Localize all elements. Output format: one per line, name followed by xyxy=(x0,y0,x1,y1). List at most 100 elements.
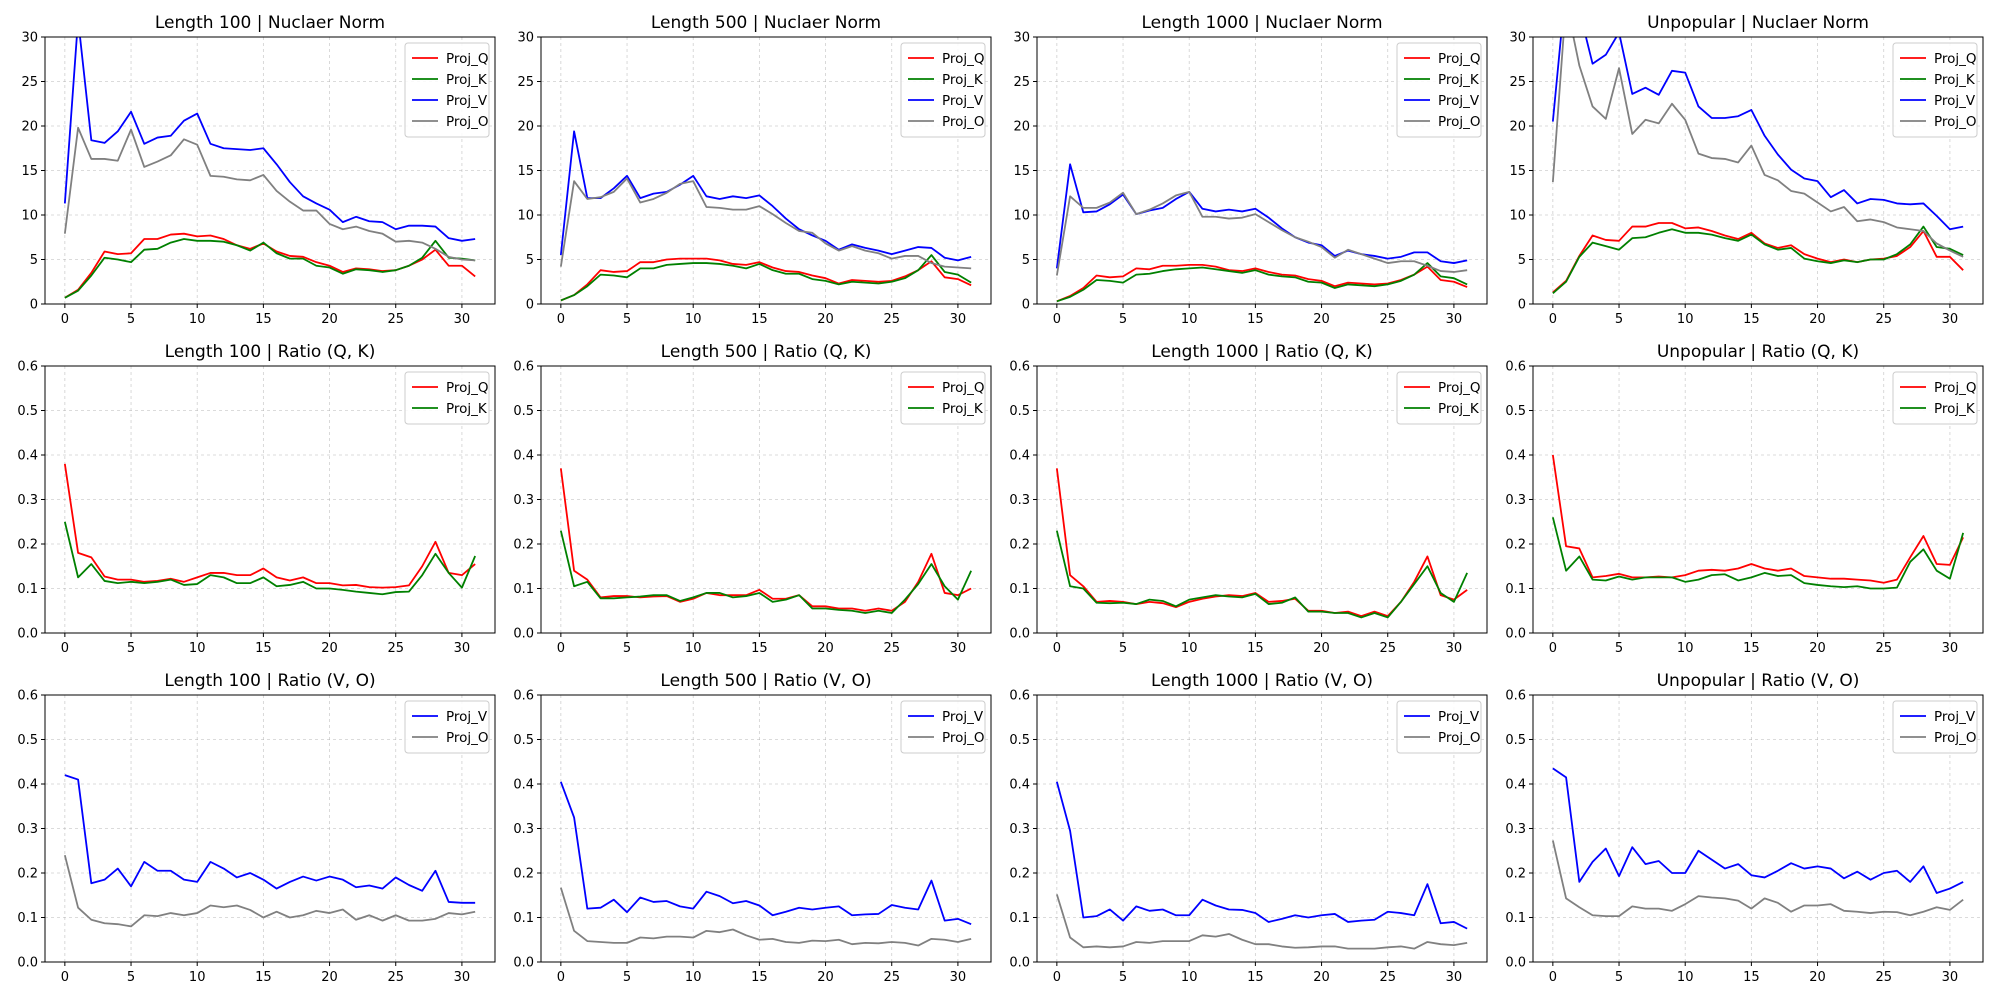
x-tick-label: 15 xyxy=(751,970,768,985)
series-group xyxy=(1055,163,1468,303)
x-tick-label: 15 xyxy=(1247,970,1264,985)
y-tick-label: 0.3 xyxy=(1009,493,1030,508)
legend-label: Proj_Q xyxy=(446,380,489,396)
series-group xyxy=(1055,781,1468,950)
x-tick-label: 5 xyxy=(1119,312,1127,327)
x-tick-label: 30 xyxy=(1446,970,1463,985)
y-tick-label: 25 xyxy=(1509,75,1526,90)
series-line-proj-q xyxy=(1552,222,1964,294)
x-tick-label: 10 xyxy=(189,641,206,656)
x-tick-label: 15 xyxy=(1743,970,1760,985)
subplot-title: Length 1000 | Nuclaer Norm xyxy=(1141,13,1382,33)
y-tick-label: 0.0 xyxy=(17,627,38,642)
subplot-title: Length 500 | Ratio (Q, K) xyxy=(661,342,872,362)
y-tick-label: 15 xyxy=(1013,164,1030,179)
x-tick-label: 15 xyxy=(1743,641,1760,656)
y-tick-label: 0 xyxy=(1022,298,1030,313)
series-group xyxy=(63,774,476,928)
x-tick-label: 25 xyxy=(883,641,900,656)
legend: Proj_Q Proj_K Proj_V Proj_O xyxy=(900,42,986,138)
legend-label: Proj_V xyxy=(1438,93,1480,109)
x-tick-label: 30 xyxy=(950,970,967,985)
x-tick-label: 25 xyxy=(1379,641,1396,656)
legend-label: Proj_O xyxy=(446,730,489,746)
y-tick-label: 10 xyxy=(1013,209,1030,224)
plot-frame xyxy=(1532,365,1984,634)
x-tick-label: 0 xyxy=(61,641,69,656)
legend-box xyxy=(1396,371,1482,425)
plot-frame xyxy=(44,365,496,634)
x-tick-label: 0 xyxy=(61,970,69,985)
series-line-proj-q xyxy=(560,257,972,302)
legend-box xyxy=(900,371,986,425)
legend-box xyxy=(900,700,986,754)
series-group xyxy=(559,781,972,947)
legend: Proj_Q Proj_K Proj_V Proj_O xyxy=(404,42,490,138)
y-tick-label: 10 xyxy=(21,209,38,224)
plot-frame xyxy=(44,36,496,305)
legend: Proj_V Proj_O xyxy=(900,700,986,754)
x-tick-label: 5 xyxy=(1615,970,1623,985)
subplot-title: Length 100 | Ratio (Q, K) xyxy=(165,342,376,362)
series-group xyxy=(63,37,476,299)
x-tick-label: 25 xyxy=(1875,312,1892,327)
plot-frame xyxy=(1532,694,1984,963)
legend-label: Proj_V xyxy=(942,709,984,725)
series-group xyxy=(1551,767,1964,918)
y-tick-label: 0.4 xyxy=(1009,778,1030,793)
y-tick-label: 30 xyxy=(21,31,38,46)
series-line-proj-k xyxy=(559,530,972,614)
y-tick-label: 0.2 xyxy=(1505,538,1526,553)
series-group xyxy=(1551,37,1964,294)
legend-label: Proj_V xyxy=(446,93,488,109)
series-line-proj-k xyxy=(64,238,476,299)
x-tick-label: 15 xyxy=(1743,312,1760,327)
y-tick-label: 0.2 xyxy=(1009,538,1030,553)
legend-label: Proj_O xyxy=(1438,114,1481,130)
series-line-proj-o xyxy=(1055,894,1468,950)
y-tick-label: 0.1 xyxy=(513,911,534,926)
x-tick-label: 20 xyxy=(321,312,338,327)
x-tick-label: 25 xyxy=(387,970,404,985)
x-tick-label: 5 xyxy=(127,970,135,985)
x-tick-label: 5 xyxy=(127,312,135,327)
y-tick-label: 0.3 xyxy=(513,493,534,508)
y-tick-label: 0.3 xyxy=(1505,822,1526,837)
x-tick-label: 0 xyxy=(1549,312,1557,327)
x-tick-label: 5 xyxy=(1119,970,1127,985)
x-tick-label: 20 xyxy=(817,641,834,656)
plot-frame xyxy=(1036,694,1488,963)
y-tick-label: 0.0 xyxy=(513,956,534,971)
x-tick-label: 20 xyxy=(1313,312,1330,327)
x-tick-label: 15 xyxy=(751,312,768,327)
y-tick-label: 20 xyxy=(517,120,534,135)
x-tick-label: 30 xyxy=(1942,970,1959,985)
legend-label: Proj_K xyxy=(1438,401,1480,417)
subplot-title: Unpopular | Ratio (V, O) xyxy=(1657,671,1860,691)
subplot-title: Length 1000 | Ratio (V, O) xyxy=(1151,671,1373,691)
subplot-9: 0.0 0.1 0.2 0.3 0.4 0.5 0.6 0 5 10 15 20 25 30 Length … xyxy=(17,671,496,985)
plot-frame xyxy=(540,36,992,305)
x-tick-label: 30 xyxy=(454,970,471,985)
y-tick-label: 30 xyxy=(517,31,534,46)
legend-label: Proj_Q xyxy=(1438,51,1481,67)
plot-frame xyxy=(44,694,496,963)
x-tick-label: 0 xyxy=(1053,641,1061,656)
series-group xyxy=(63,463,476,596)
y-tick-label: 0.1 xyxy=(1009,582,1030,597)
x-tick-label: 25 xyxy=(1875,970,1892,985)
legend: Proj_Q Proj_K xyxy=(1396,371,1482,425)
series-line-proj-o xyxy=(1551,37,1964,258)
x-tick-label: 25 xyxy=(1379,970,1396,985)
plot-frame xyxy=(1036,365,1488,634)
series-line-proj-o xyxy=(63,854,476,928)
y-tick-label: 0.4 xyxy=(17,449,38,464)
y-tick-label: 0.0 xyxy=(1505,956,1526,971)
y-tick-label: 5 xyxy=(1518,253,1526,268)
x-tick-label: 5 xyxy=(623,970,631,985)
x-tick-label: 5 xyxy=(1119,641,1127,656)
y-tick-label: 0.3 xyxy=(1505,493,1526,508)
legend-box xyxy=(1892,371,1978,425)
series-group xyxy=(559,130,972,302)
y-tick-label: 0.4 xyxy=(513,778,534,793)
